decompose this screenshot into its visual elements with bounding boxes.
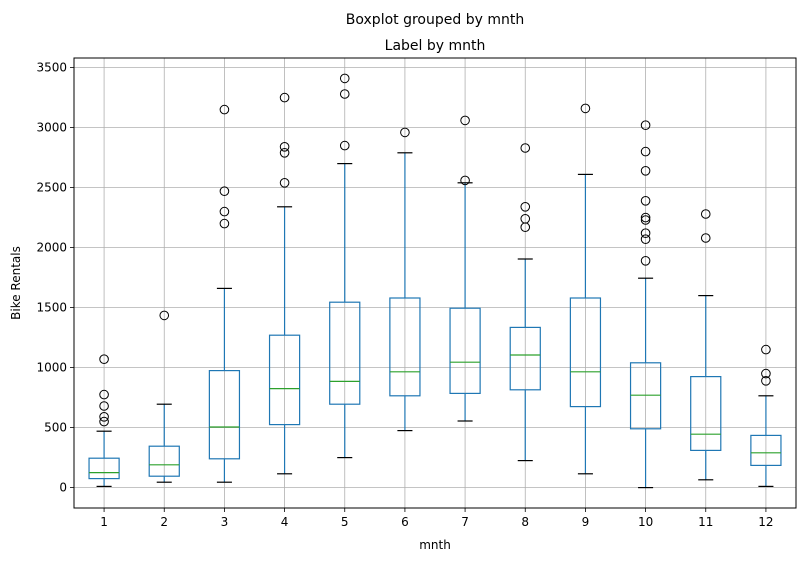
x-tick-label: 5 (341, 515, 349, 529)
outlier-point (219, 206, 230, 217)
y-tick-label: 0 (59, 481, 67, 495)
outlier-point (400, 127, 410, 138)
outlier-point (520, 202, 531, 212)
outlier-point (640, 212, 651, 223)
outlier-point (339, 140, 350, 151)
box-month-1 (88, 354, 120, 487)
outlier-point (99, 401, 109, 411)
x-axis-label: mnth (419, 538, 451, 552)
outlier-point (520, 143, 531, 153)
y-tick-label: 500 (44, 421, 67, 435)
grid-lines (74, 58, 796, 508)
outlier-point (761, 344, 771, 355)
outlier-point (761, 376, 771, 386)
outlier-point (339, 73, 350, 84)
iqr-box (569, 297, 602, 408)
y-tick-label: 2000 (36, 241, 67, 255)
outlier-point (219, 186, 230, 196)
iqr-box (449, 307, 481, 395)
iqr-box (88, 457, 120, 480)
outlier-point (700, 209, 711, 219)
outlier-point (279, 148, 290, 158)
box-month-5 (329, 73, 361, 459)
box-month-11 (690, 209, 722, 481)
iqr-box (329, 301, 361, 405)
outlier-point (640, 166, 651, 176)
x-tick-label: 7 (461, 515, 469, 529)
box-month-8 (509, 143, 541, 462)
box-month-10 (629, 120, 662, 489)
outlier-point (520, 214, 531, 224)
x-tick-label: 1 (100, 515, 108, 529)
box-month-2 (148, 310, 180, 483)
outlier-point (279, 142, 290, 152)
box-plots (88, 73, 782, 489)
outlier-point (219, 218, 230, 229)
box-month-9 (569, 103, 602, 475)
outlier-point (159, 310, 170, 321)
x-tick-label: 11 (698, 515, 713, 529)
outlier-point (99, 412, 109, 422)
outlier-point (99, 416, 109, 427)
y-tick-label: 3500 (36, 61, 67, 75)
outlier-point (339, 89, 350, 99)
iqr-box (389, 297, 421, 397)
y-tick-label: 2500 (36, 181, 67, 195)
outlier-point (640, 215, 651, 225)
box-month-3 (208, 104, 241, 483)
box-month-6 (389, 127, 421, 432)
outlier-point (580, 103, 591, 114)
outlier-point (219, 104, 230, 115)
outlier-point (640, 120, 651, 130)
x-tick-label: 6 (401, 515, 409, 529)
x-tick-label: 10 (638, 515, 653, 529)
y-tick-label: 1000 (36, 361, 67, 375)
y-axis-label: Bike Rentals (9, 246, 23, 320)
x-tick-label: 3 (221, 515, 229, 529)
outlier-point (99, 389, 109, 400)
x-tick-label: 2 (160, 515, 168, 529)
outlier-point (279, 92, 290, 103)
box-month-7 (449, 115, 481, 422)
y-tick-label: 3000 (36, 121, 67, 135)
outlier-point (640, 228, 651, 238)
outlier-point (279, 178, 290, 188)
iqr-box (268, 334, 301, 426)
outlier-point (640, 146, 651, 157)
box-month-12 (750, 344, 782, 487)
outlier-point (460, 175, 470, 186)
iqr-box (690, 376, 722, 452)
iqr-box (509, 326, 541, 391)
outlier-point (640, 234, 651, 244)
outlier-point (761, 368, 771, 379)
iqr-box (148, 445, 180, 477)
chart-title: Label by mnth (385, 38, 486, 54)
box-month-4 (268, 92, 301, 475)
outlier-point (99, 354, 109, 365)
x-tick-label: 4 (281, 515, 289, 529)
x-tick-label: 8 (521, 515, 529, 529)
x-tick-label: 12 (758, 515, 773, 529)
x-tick-label: 9 (582, 515, 590, 529)
plot-frame (73, 57, 797, 509)
outlier-point (640, 196, 651, 206)
iqr-box (208, 370, 241, 460)
figure-suptitle: Boxplot grouped by mnth (346, 12, 524, 28)
outlier-point (460, 115, 470, 126)
iqr-box (750, 434, 782, 466)
outlier-point (640, 256, 651, 266)
y-tick-label: 1500 (36, 301, 67, 315)
outlier-point (700, 233, 711, 243)
